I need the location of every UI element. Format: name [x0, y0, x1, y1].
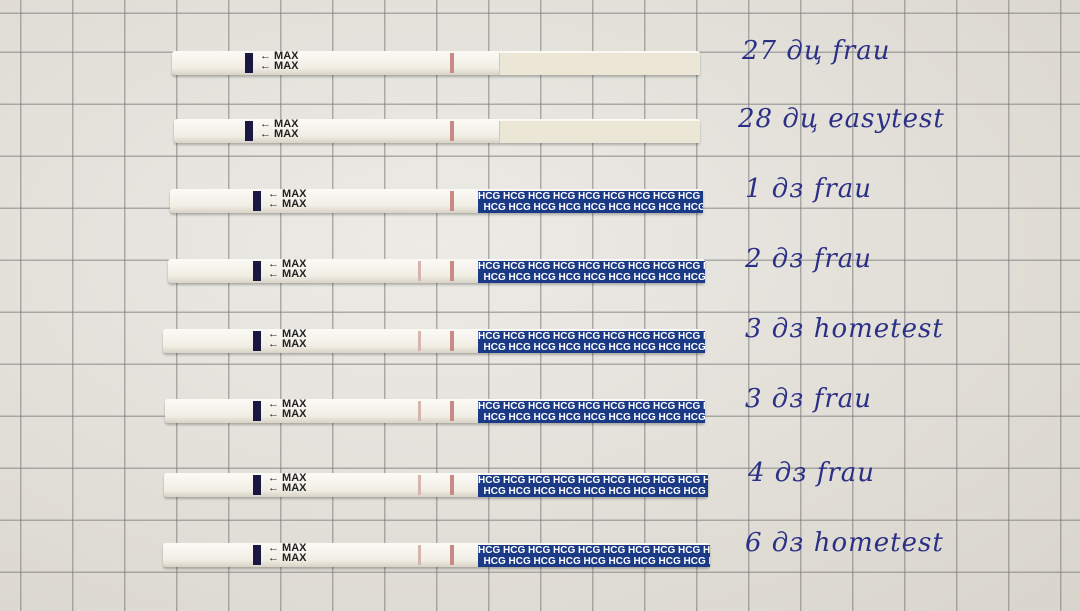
control-line	[450, 53, 454, 73]
max-text: ← MAX	[268, 472, 307, 484]
max-text: ← MAX	[268, 542, 307, 554]
test-strip: ← MAX ← MAX	[174, 119, 700, 143]
control-line	[450, 191, 454, 211]
test-strip-row: ← MAX ← MAX HCG HCG HCG HCG HCG HCG HCG HC…	[0, 244, 1080, 286]
control-line	[450, 475, 454, 495]
test-strip: ← MAX ← MAX HCG HCG HCG HCG HCG HCG HCG HC…	[163, 329, 705, 353]
test-line	[418, 331, 421, 351]
test-strip-row: ← MAX ← MAX 27 дц frau	[0, 36, 1080, 78]
handwritten-label: 1 дз frau	[745, 174, 873, 204]
test-strip: ← MAX ← MAX HCG HCG HCG HCG HCG HCG HCG HC…	[165, 399, 705, 423]
marker-bar	[253, 191, 261, 211]
max-text: ← MAX	[268, 258, 307, 270]
hcg-pad: HCG HCG HCG HCG HCG HCG HCG HCG HCG HCG …	[478, 545, 710, 567]
hcg-pad: HCG HCG HCG HCG HCG HCG HCG HCG HCG HCG …	[478, 261, 705, 283]
absorbent-pad	[499, 53, 700, 75]
test-strip-row: ← MAX ← MAX HCG HCG HCG HCG HCG HCG HCG HC…	[0, 458, 1080, 500]
handwritten-label: 2 дз frau	[745, 244, 873, 274]
handwritten-label: 3 дз hometest	[745, 314, 944, 344]
test-strip-row: ← MAX ← MAX HCG HCG HCG HCG HCG HCG HCG HC…	[0, 174, 1080, 216]
test-strip-row: ← MAX ← MAX HCG HCG HCG HCG HCG HCG HCG HC…	[0, 314, 1080, 356]
marker-bar	[253, 261, 261, 281]
test-line	[418, 545, 421, 565]
test-strip: ← MAX ← MAX HCG HCG HCG HCG HCG HCG HCG HC…	[168, 259, 705, 283]
max-text: ← MAX	[268, 198, 307, 210]
max-arrow-text: ← MAX ← MAX	[268, 542, 307, 564]
max-text: ← MAX	[268, 552, 307, 564]
marker-bar	[245, 121, 253, 141]
max-arrow-text: ← MAX ← MAX	[268, 188, 307, 210]
control-line	[450, 121, 454, 141]
test-line	[418, 401, 421, 421]
marker-bar	[253, 475, 261, 495]
marker-bar	[253, 331, 261, 351]
test-strip: ← MAX ← MAX HCG HCG HCG HCG HCG HCG HCG HC…	[163, 543, 710, 567]
max-text: ← MAX	[260, 60, 299, 72]
control-line	[450, 545, 454, 565]
max-text: ← MAX	[268, 398, 307, 410]
max-arrow-text: ← MAX ← MAX	[260, 50, 299, 72]
handwritten-label: 3 дз frau	[745, 384, 873, 414]
hcg-pad: HCG HCG HCG HCG HCG HCG HCG HCG HCG HCG …	[478, 475, 708, 497]
handwritten-label: 4 дз frau	[748, 458, 876, 488]
hcg-pad: HCG HCG HCG HCG HCG HCG HCG HCG HCG HCG …	[478, 191, 703, 213]
max-text: ← MAX	[268, 328, 307, 340]
max-text: ← MAX	[260, 128, 299, 140]
marker-bar	[253, 545, 261, 565]
test-line	[418, 475, 421, 495]
hcg-pad: HCG HCG HCG HCG HCG HCG HCG HCG HCG HCG …	[478, 331, 705, 353]
hcg-pad: HCG HCG HCG HCG HCG HCG HCG HCG HCG HCG …	[478, 401, 705, 423]
control-line	[450, 261, 454, 281]
max-arrow-text: ← MAX ← MAX	[268, 472, 307, 494]
max-arrow-text: ← MAX ← MAX	[268, 398, 307, 420]
test-strip: ← MAX ← MAX HCG HCG HCG HCG HCG HCG HCG HC…	[170, 189, 703, 213]
control-line	[450, 331, 454, 351]
max-arrow-text: ← MAX ← MAX	[268, 258, 307, 280]
marker-bar	[245, 53, 253, 73]
handwritten-label: 27 дц frau	[742, 36, 891, 66]
absorbent-pad	[499, 121, 700, 143]
max-text: ← MAX	[260, 118, 299, 130]
control-line	[450, 401, 454, 421]
marker-bar	[253, 401, 261, 421]
test-strip-row: ← MAX ← MAX HCG HCG HCG HCG HCG HCG HCG HC…	[0, 528, 1080, 570]
max-text: ← MAX	[268, 268, 307, 280]
max-arrow-text: ← MAX ← MAX	[260, 118, 299, 140]
test-line	[418, 261, 421, 281]
max-text: ← MAX	[268, 408, 307, 420]
max-text: ← MAX	[268, 188, 307, 200]
handwritten-label: 28 дц easytest	[738, 104, 945, 134]
test-strip: ← MAX ← MAX HCG HCG HCG HCG HCG HCG HCG HC…	[164, 473, 708, 497]
max-text: ← MAX	[268, 338, 307, 350]
test-strip: ← MAX ← MAX	[172, 51, 700, 75]
max-arrow-text: ← MAX ← MAX	[268, 328, 307, 350]
test-strip-row: ← MAX ← MAX HCG HCG HCG HCG HCG HCG HCG HC…	[0, 384, 1080, 426]
max-text: ← MAX	[260, 50, 299, 62]
test-strip-row: ← MAX ← MAX 28 дц easytest	[0, 104, 1080, 146]
max-text: ← MAX	[268, 482, 307, 494]
handwritten-label: 6 дз hometest	[745, 528, 944, 558]
